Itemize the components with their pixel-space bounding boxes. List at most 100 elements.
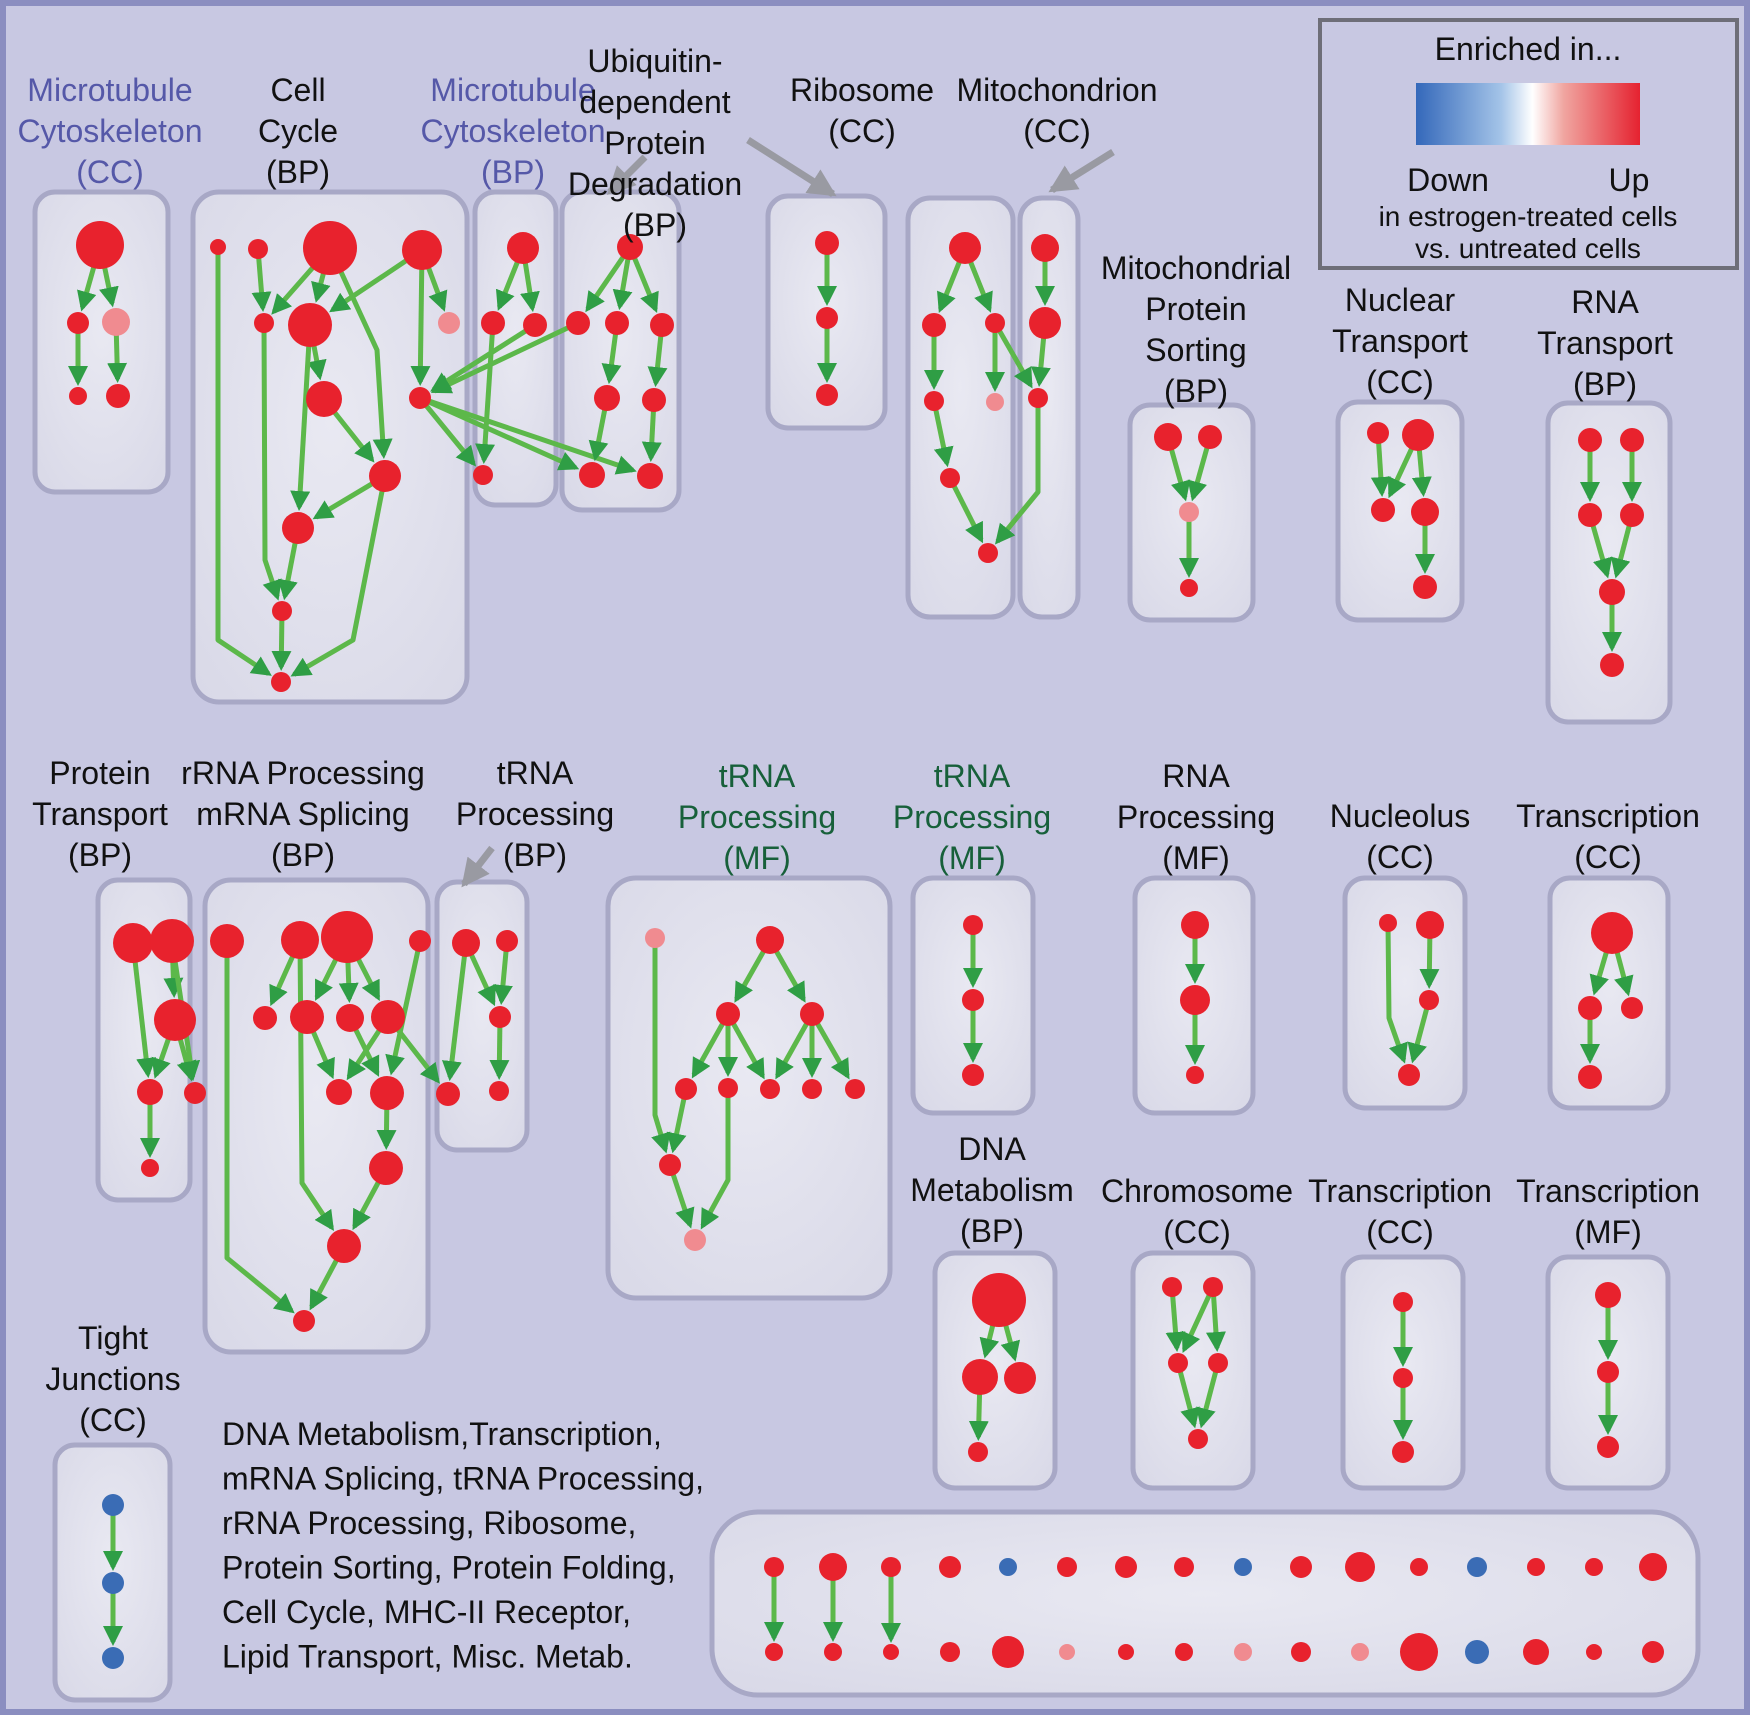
cluster-label: DNA bbox=[958, 1131, 1026, 1167]
cluster-box bbox=[1547, 875, 1671, 1111]
pointer-arrow bbox=[746, 137, 837, 197]
merged-clusters-note: DNA Metabolism,Transcription, mRNA Splici… bbox=[222, 1416, 704, 1675]
edge-arrow bbox=[1165, 1286, 1186, 1353]
note-line: rRNA Processing, Ribosome, bbox=[222, 1505, 636, 1541]
cluster-label: Nucleolus bbox=[1330, 798, 1471, 834]
cluster-label: Transport bbox=[1537, 325, 1673, 361]
go-term-node bbox=[824, 1643, 842, 1661]
cluster-label: (BP) bbox=[1164, 373, 1228, 409]
go-term-node bbox=[507, 232, 539, 264]
go-term-node bbox=[845, 1079, 865, 1099]
go-term-node bbox=[940, 468, 960, 488]
cluster-label: Transcription bbox=[1516, 798, 1700, 834]
cluster-box bbox=[1335, 399, 1465, 623]
cluster-label: (CC) bbox=[1574, 839, 1642, 875]
go-term-node bbox=[1527, 1558, 1545, 1576]
cluster-label: Microtubule bbox=[27, 72, 192, 108]
go-term-node bbox=[962, 1359, 998, 1395]
go-term-node bbox=[290, 1000, 324, 1034]
go-term-node bbox=[1413, 575, 1437, 599]
cluster-label: Chromosome bbox=[1101, 1173, 1293, 1209]
edge-arrow bbox=[1181, 1285, 1216, 1354]
go-term-node bbox=[271, 672, 291, 692]
go-term-node bbox=[939, 1556, 961, 1578]
cluster-box bbox=[1017, 195, 1081, 620]
go-term-node bbox=[248, 239, 268, 259]
go-term-node bbox=[1004, 1362, 1036, 1394]
go-term-node bbox=[489, 1006, 511, 1028]
go-term-node bbox=[1419, 990, 1439, 1010]
cluster-label: Transcription bbox=[1516, 1173, 1700, 1209]
go-term-node bbox=[992, 1636, 1024, 1668]
cluster-label: (BP) bbox=[271, 837, 335, 873]
edge-arrow bbox=[1196, 1362, 1221, 1429]
cluster-box bbox=[434, 879, 530, 1153]
legend-gradient-bar bbox=[1416, 83, 1640, 145]
go-term-node bbox=[288, 303, 332, 347]
go-term-node bbox=[594, 385, 620, 411]
go-term-node bbox=[1174, 1557, 1194, 1577]
go-term-node bbox=[1367, 422, 1389, 444]
go-term-node bbox=[1031, 234, 1059, 262]
go-term-node bbox=[1578, 503, 1602, 527]
go-term-node bbox=[1188, 1429, 1208, 1449]
go-term-node bbox=[253, 1006, 277, 1030]
go-term-node bbox=[1168, 1353, 1188, 1373]
go-term-node bbox=[1290, 1556, 1312, 1578]
go-term-node bbox=[1620, 428, 1644, 452]
cluster-label: Protein bbox=[604, 125, 705, 161]
cluster-label: (MF) bbox=[938, 840, 1006, 876]
cluster-label: (CC) bbox=[828, 113, 896, 149]
go-term-node bbox=[962, 989, 984, 1011]
go-term-node bbox=[1393, 1292, 1413, 1312]
cluster-label: Processing bbox=[1117, 799, 1275, 835]
go-term-node bbox=[1642, 1641, 1664, 1663]
edge-arrow bbox=[130, 942, 157, 1079]
cluster-label: Cell bbox=[270, 72, 325, 108]
cluster-label: Protein bbox=[1145, 291, 1246, 327]
edge-arrow bbox=[327, 246, 393, 460]
go-term-node bbox=[684, 1229, 706, 1251]
go-term-node bbox=[1291, 1642, 1311, 1662]
cluster-label: Ribosome bbox=[790, 72, 934, 108]
cluster-label: Metabolism bbox=[910, 1172, 1074, 1208]
go-term-node bbox=[1118, 1644, 1134, 1660]
cluster-label: (CC) bbox=[1163, 1214, 1231, 1250]
note-line: DNA Metabolism,Transcription, bbox=[222, 1416, 662, 1452]
go-term-node bbox=[816, 384, 838, 406]
go-term-node bbox=[645, 928, 665, 948]
edge-arrow bbox=[224, 941, 295, 1314]
go-term-node bbox=[675, 1078, 697, 1100]
pointer-arrow bbox=[461, 845, 495, 888]
cluster-label: Transport bbox=[32, 796, 168, 832]
go-term-node bbox=[1345, 1552, 1375, 1582]
go-term-node bbox=[1599, 579, 1625, 605]
go-term-node bbox=[1595, 1282, 1621, 1308]
cluster-label: (BP) bbox=[503, 837, 567, 873]
edge-arrow bbox=[261, 322, 282, 601]
edge-arrow bbox=[430, 320, 580, 394]
go-term-node bbox=[642, 388, 666, 412]
go-term-node bbox=[369, 460, 401, 492]
cluster-label: (BP) bbox=[623, 207, 687, 243]
go-term-node bbox=[940, 1642, 960, 1662]
edge-arrow bbox=[215, 247, 272, 676]
note-line: Protein Sorting, Protein Folding, bbox=[222, 1550, 676, 1586]
cluster-label: Nuclear bbox=[1345, 282, 1456, 318]
go-term-node bbox=[802, 1079, 822, 1099]
cluster-label: (CC) bbox=[76, 154, 144, 190]
go-term-node bbox=[473, 465, 493, 485]
cluster-box bbox=[1130, 1250, 1256, 1491]
go-term-node bbox=[1597, 1436, 1619, 1458]
go-term-node bbox=[819, 1553, 847, 1581]
cluster-label: Cytoskeleton bbox=[421, 113, 606, 149]
legend-box bbox=[1318, 18, 1739, 270]
go-term-node bbox=[1465, 1640, 1489, 1664]
go-term-node bbox=[816, 307, 838, 329]
go-term-node bbox=[306, 381, 342, 417]
cluster-label: Microtubule bbox=[430, 72, 595, 108]
cluster-label: Processing bbox=[456, 796, 614, 832]
go-term-node bbox=[106, 384, 130, 408]
go-term-node bbox=[1029, 307, 1061, 339]
